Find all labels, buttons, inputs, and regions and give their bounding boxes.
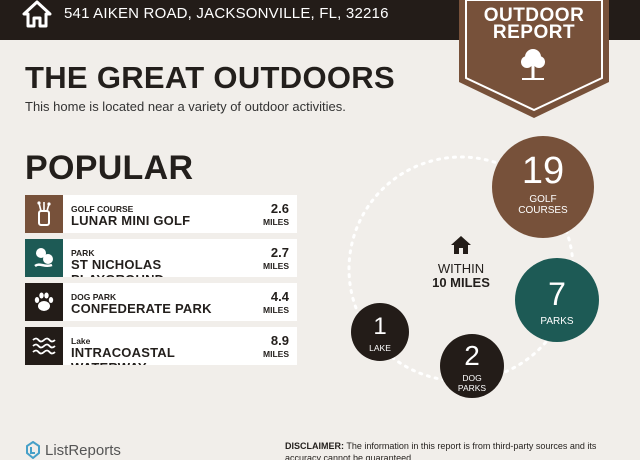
property-address: 541 AIKEN ROAD, JACKSONVILLE, FL, 32216 xyxy=(64,5,389,22)
item-distance: 8.9 MILES xyxy=(263,333,289,359)
within-distance: 10 MILES xyxy=(432,275,490,290)
badge-title-line1: OUTDOOR xyxy=(483,5,585,26)
logo-text: ListReports xyxy=(45,441,121,459)
stat-parks: 7 PARKS xyxy=(515,258,599,342)
disclaimer-label: DISCLAIMER: xyxy=(285,441,344,451)
house-icon xyxy=(22,0,52,28)
listreports-logo: ListReports xyxy=(25,441,121,459)
item-type: PARK xyxy=(71,248,95,258)
page-subtitle: This home is located near a variety of o… xyxy=(25,99,346,114)
stat-golf-courses: 19 GOLF COURSES xyxy=(492,136,594,238)
paw-icon xyxy=(25,283,63,321)
listreports-logo-icon xyxy=(26,441,40,459)
golf-bag-icon xyxy=(25,195,63,233)
tree-icon xyxy=(521,49,545,80)
badge-title-line2: REPORT xyxy=(492,22,576,43)
list-item[interactable]: GOLF COURSE LUNAR MINI GOLF 2.6 MILES xyxy=(25,195,297,233)
list-item[interactable]: Lake INTRACOASTAL WATERWAY 8.9 MILES xyxy=(25,327,297,365)
house-icon xyxy=(451,236,471,254)
item-type: GOLF COURSE xyxy=(71,204,134,214)
waves-icon xyxy=(25,327,63,365)
stat-dog-parks: 2 DOG PARKS xyxy=(440,334,504,398)
park-icon xyxy=(25,239,63,277)
item-name: LUNAR MINI GOLF xyxy=(71,213,191,228)
item-distance: 2.6 MILES xyxy=(263,201,289,227)
item-type: Lake xyxy=(71,336,91,346)
popular-heading: POPULAR xyxy=(25,149,194,187)
list-item[interactable]: PARK ST NICHOLAS PLAYGROUND 2.7 MILES xyxy=(25,239,297,277)
item-distance: 2.7 MILES xyxy=(263,245,289,271)
item-type: DOG PARK xyxy=(71,292,117,302)
stat-lake: 1 LAKE xyxy=(351,303,409,361)
list-item[interactable]: DOG PARK CONFEDERATE PARK 4.4 MILES xyxy=(25,283,297,321)
item-name: CONFEDERATE PARK xyxy=(71,301,212,316)
within-label: WITHIN xyxy=(437,261,485,276)
disclaimer: DISCLAIMER: The information in this repo… xyxy=(285,440,625,460)
item-distance: 4.4 MILES xyxy=(263,289,289,315)
item-name: INTRACOASTAL WATERWAY xyxy=(71,345,175,365)
page-title: THE GREAT OUTDOORS xyxy=(25,60,395,95)
disclaimer-text: The information in this report is from t… xyxy=(285,441,597,460)
item-name: ST NICHOLAS PLAYGROUND xyxy=(71,257,164,277)
